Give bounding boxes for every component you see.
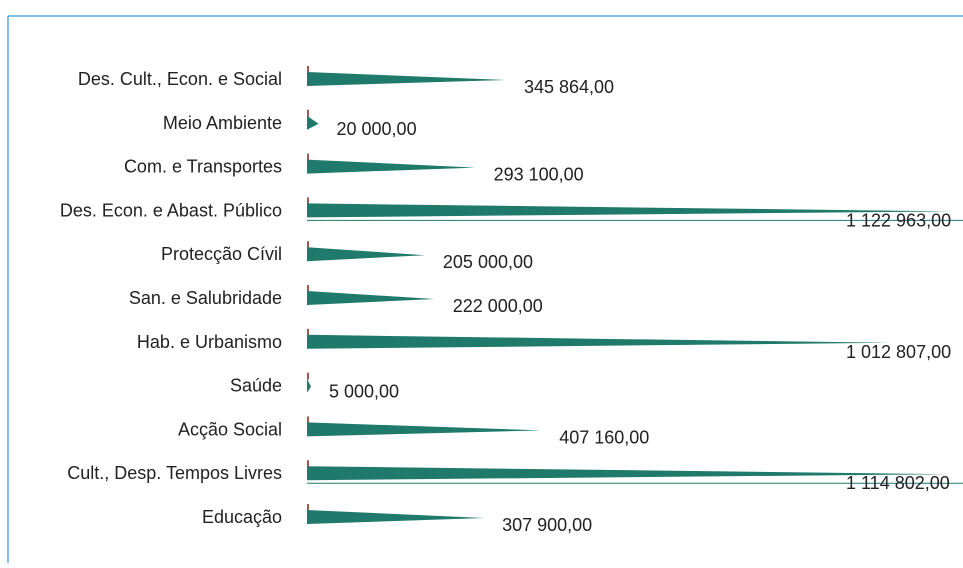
category-label: Meio Ambiente	[163, 113, 282, 133]
bar	[307, 203, 953, 218]
value-label: 20 000,00	[337, 119, 417, 139]
category-label: Des. Cult., Econ. e Social	[78, 69, 282, 89]
value-label: 345 864,00	[524, 77, 614, 97]
bar	[307, 115, 319, 130]
value-label: 1 012 807,00	[846, 342, 951, 362]
bar	[307, 466, 949, 481]
category-label: Educação	[202, 507, 282, 527]
category-label: Com. e Transportes	[124, 157, 282, 177]
plot-area: Des. Cult., Econ. e Social 345 864,00 Meio…	[60, 66, 963, 535]
category-label: Des. Econ. e Abast. Público	[60, 200, 282, 220]
category-label: Acção Social	[178, 419, 282, 439]
value-label: 5 000,00	[329, 382, 399, 402]
bar	[307, 291, 435, 305]
value-label: 1 114 802,00	[846, 473, 950, 493]
value-label: 407 160,00	[559, 427, 649, 447]
bar	[307, 334, 890, 349]
category-label: Hab. e Urbanismo	[137, 332, 282, 352]
value-label: 307 900,00	[502, 515, 592, 535]
bar	[307, 422, 542, 437]
bar	[307, 159, 476, 174]
bar	[307, 510, 485, 524]
category-label: San. e Salubridade	[129, 288, 282, 308]
category-label: Cult., Desp. Tempos Livres	[67, 463, 282, 483]
value-label: 222 000,00	[453, 296, 543, 316]
bar	[307, 72, 506, 86]
value-label: 205 000,00	[443, 252, 533, 272]
value-label: 1 122 963,00	[846, 210, 951, 230]
bar	[307, 378, 311, 393]
value-label: 293 100,00	[494, 165, 584, 185]
category-label: Saúde	[230, 376, 282, 396]
bar	[307, 247, 425, 262]
category-label: Protecção Cívil	[161, 244, 282, 264]
